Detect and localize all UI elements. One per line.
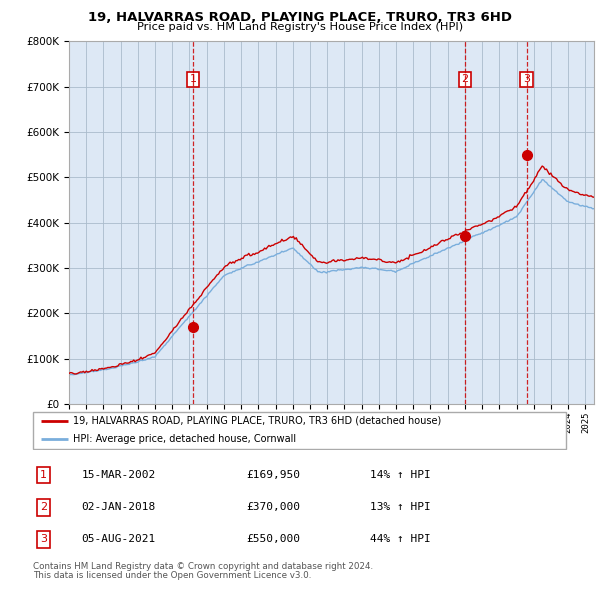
FancyBboxPatch shape [33, 412, 566, 448]
Text: 2: 2 [461, 74, 469, 84]
Text: 3: 3 [40, 535, 47, 545]
Text: 15-MAR-2002: 15-MAR-2002 [82, 470, 155, 480]
Text: £370,000: £370,000 [246, 503, 300, 512]
Text: This data is licensed under the Open Government Licence v3.0.: This data is licensed under the Open Gov… [33, 571, 311, 580]
Text: 13% ↑ HPI: 13% ↑ HPI [370, 503, 431, 512]
Text: 3: 3 [523, 74, 530, 84]
Text: 1: 1 [40, 470, 47, 480]
Text: Contains HM Land Registry data © Crown copyright and database right 2024.: Contains HM Land Registry data © Crown c… [33, 562, 373, 571]
Text: 44% ↑ HPI: 44% ↑ HPI [370, 535, 431, 545]
Text: 1: 1 [190, 74, 197, 84]
Text: Price paid vs. HM Land Registry's House Price Index (HPI): Price paid vs. HM Land Registry's House … [137, 22, 463, 32]
Text: £169,950: £169,950 [246, 470, 300, 480]
Text: £550,000: £550,000 [246, 535, 300, 545]
Text: 19, HALVARRAS ROAD, PLAYING PLACE, TRURO, TR3 6HD: 19, HALVARRAS ROAD, PLAYING PLACE, TRURO… [88, 11, 512, 24]
Text: 05-AUG-2021: 05-AUG-2021 [82, 535, 155, 545]
Text: 14% ↑ HPI: 14% ↑ HPI [370, 470, 431, 480]
Text: 02-JAN-2018: 02-JAN-2018 [82, 503, 155, 512]
Text: 19, HALVARRAS ROAD, PLAYING PLACE, TRURO, TR3 6HD (detached house): 19, HALVARRAS ROAD, PLAYING PLACE, TRURO… [73, 416, 442, 426]
Text: HPI: Average price, detached house, Cornwall: HPI: Average price, detached house, Corn… [73, 434, 296, 444]
Text: 2: 2 [40, 503, 47, 512]
